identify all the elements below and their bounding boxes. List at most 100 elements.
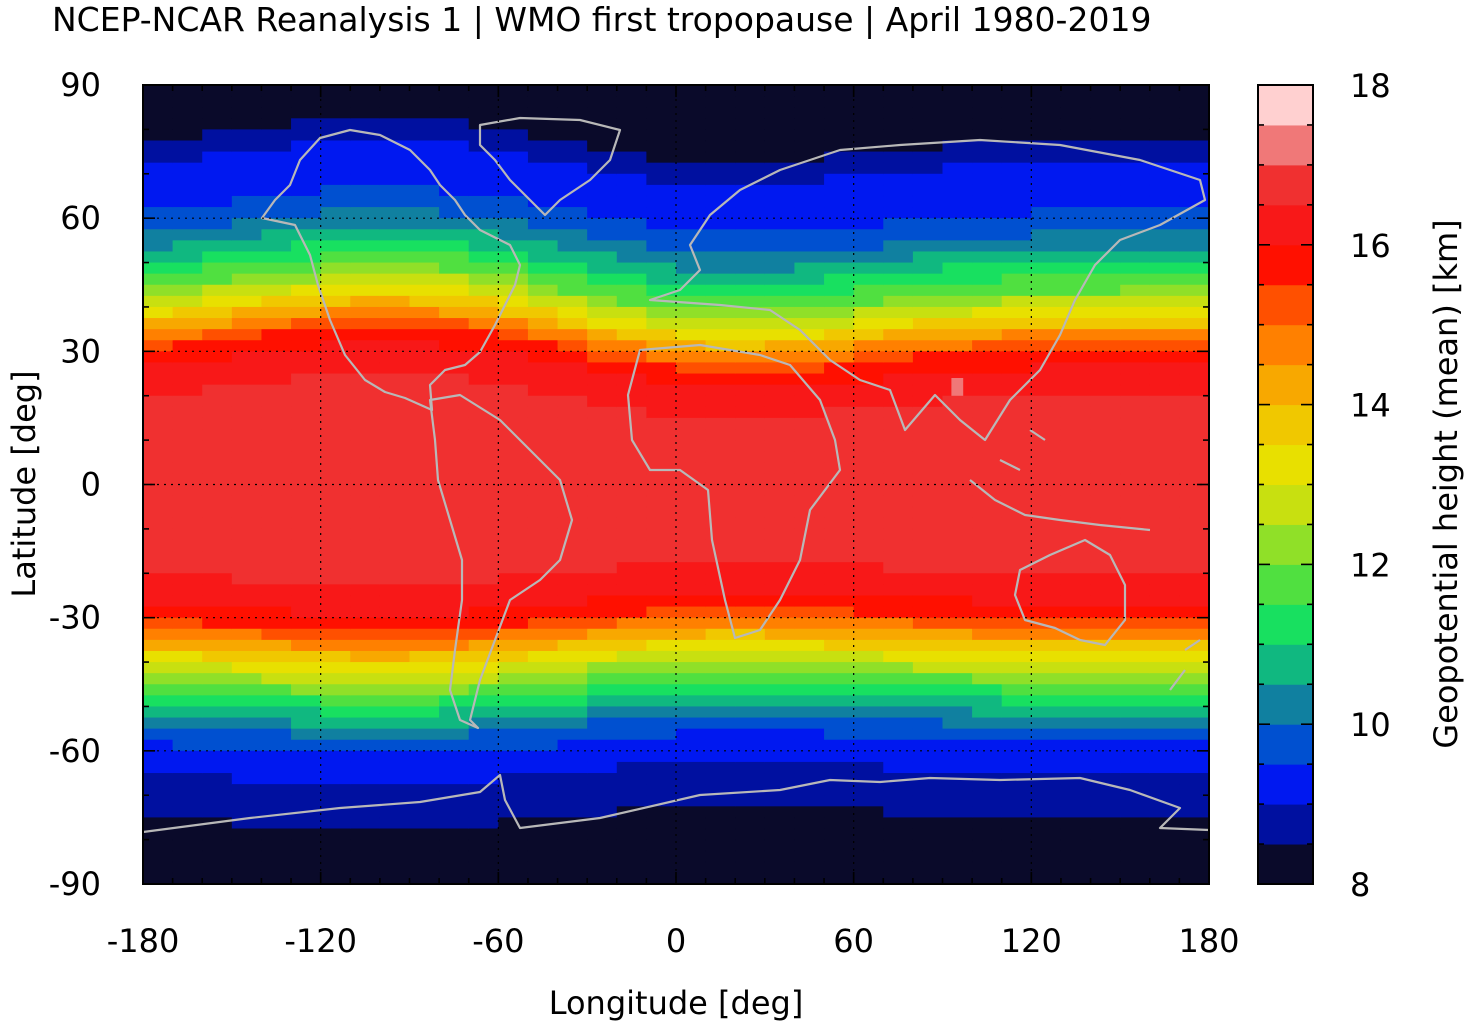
field-cell (291, 517, 322, 530)
field-cell (1031, 806, 1062, 819)
field-cell (320, 96, 351, 108)
field-cell (676, 417, 707, 430)
field-cell (1179, 517, 1209, 530)
field-cell (853, 684, 884, 696)
field-cell (231, 462, 263, 475)
field-cell (1001, 784, 1032, 796)
field-cell (291, 118, 322, 130)
field-cell (705, 162, 736, 175)
field-cell (616, 295, 647, 308)
field-cell (527, 318, 559, 330)
field-cell (1120, 184, 1151, 197)
field-cell (764, 861, 796, 874)
field-cell (646, 251, 677, 264)
field-cell (320, 284, 351, 297)
field-cell (143, 429, 174, 441)
field-cell (705, 650, 736, 663)
field-cell (143, 795, 174, 807)
field-cell (616, 551, 647, 563)
field-cell (320, 173, 351, 186)
field-cell (439, 218, 470, 230)
field-cell (587, 273, 618, 286)
field-cell (350, 739, 381, 752)
field-cell (409, 706, 440, 719)
field-cell (764, 506, 796, 519)
field-cell (439, 562, 470, 574)
field-cell (439, 284, 470, 297)
field-cell (676, 384, 707, 397)
field-cell (350, 673, 381, 685)
field-cell (498, 528, 529, 541)
field-cell (468, 562, 499, 574)
field-cell (527, 473, 559, 486)
field-cell (705, 417, 736, 430)
field-cell (794, 229, 825, 241)
field-cell (261, 495, 292, 508)
field-cell (557, 207, 588, 219)
field-cell (912, 595, 944, 608)
field-cell (705, 107, 736, 119)
field-cell (261, 750, 292, 763)
field-cell (202, 462, 233, 475)
field-cell (409, 839, 440, 852)
field-cell (202, 506, 233, 519)
field-cell (1179, 451, 1209, 463)
field-cell (291, 140, 322, 153)
field-cell (705, 795, 736, 807)
field-cell (912, 650, 944, 663)
field-cell (883, 573, 914, 585)
field-cell (557, 484, 588, 497)
field-cell (1031, 173, 1062, 186)
field-cell (587, 551, 618, 563)
field-cell (824, 129, 855, 142)
field-cell (735, 684, 766, 696)
field-cell (705, 451, 736, 463)
field-cell (1001, 495, 1032, 508)
field-cell (557, 451, 588, 463)
colorbar-swatch (1258, 404, 1313, 446)
field-cell (320, 773, 351, 785)
field-cell (1149, 207, 1180, 219)
field-cell (735, 295, 766, 308)
field-cell (172, 861, 203, 874)
field-cell (557, 551, 588, 563)
field-cell (498, 151, 529, 164)
field-cell (972, 617, 1003, 630)
field-cell (853, 395, 884, 408)
field-cell (646, 340, 677, 352)
field-cell (172, 817, 203, 830)
field-cell (794, 362, 825, 375)
field-cell (853, 617, 884, 630)
field-cell (231, 151, 263, 164)
field-cell (646, 506, 677, 519)
field-cell (409, 284, 440, 297)
field-cell (172, 240, 203, 253)
field-cell (794, 96, 825, 108)
field-cell (527, 539, 559, 552)
field-cell (557, 628, 588, 641)
field-cell (320, 417, 351, 430)
field-cell (853, 872, 884, 884)
field-cell (1090, 773, 1121, 785)
field-cell (705, 839, 736, 852)
field-cell (1120, 207, 1151, 219)
field-cell (172, 617, 203, 630)
field-cell (1120, 650, 1151, 663)
field-cell (883, 706, 914, 719)
field-cell (261, 662, 292, 674)
field-cell (439, 739, 470, 752)
field-cell (676, 229, 707, 241)
field-cell (172, 650, 203, 663)
field-cell (379, 773, 411, 785)
field-cell (912, 207, 944, 219)
field-cell (587, 417, 618, 430)
field-cell (646, 229, 677, 241)
field-cell (320, 395, 351, 408)
field-cell (1149, 695, 1180, 708)
field-cell (439, 262, 470, 275)
field-cell (942, 684, 973, 696)
field-cell (1090, 351, 1121, 364)
field-cell (1001, 806, 1032, 819)
field-cell (439, 617, 470, 630)
field-cell (942, 573, 973, 585)
